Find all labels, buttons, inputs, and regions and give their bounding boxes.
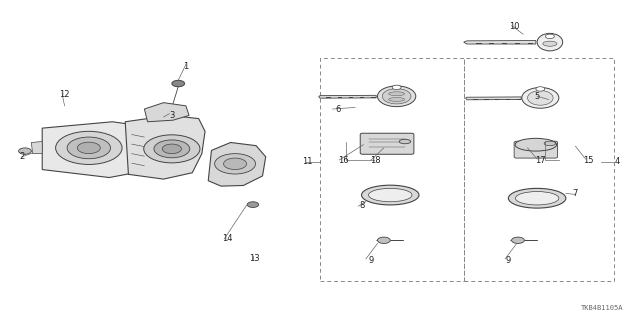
Bar	[502, 43, 507, 44]
Ellipse shape	[515, 192, 559, 205]
Text: 18: 18	[370, 156, 380, 164]
Ellipse shape	[369, 188, 412, 202]
Circle shape	[19, 148, 31, 154]
Text: 5: 5	[534, 92, 540, 101]
Text: 16: 16	[338, 156, 348, 164]
Bar	[320, 58, 464, 281]
Ellipse shape	[543, 41, 557, 46]
Circle shape	[172, 80, 184, 87]
Bar	[326, 97, 331, 98]
Polygon shape	[31, 141, 42, 154]
Bar	[489, 43, 494, 44]
Text: 15: 15	[583, 156, 593, 164]
Bar	[495, 99, 499, 100]
Polygon shape	[42, 122, 138, 178]
Text: 12: 12	[60, 90, 70, 99]
Ellipse shape	[508, 188, 566, 208]
Circle shape	[511, 237, 524, 244]
Circle shape	[144, 135, 200, 163]
Bar	[515, 43, 520, 44]
Ellipse shape	[522, 87, 559, 108]
Ellipse shape	[378, 86, 416, 107]
Bar	[464, 58, 614, 281]
Text: 6: 6	[335, 105, 340, 114]
Bar	[516, 99, 521, 100]
Circle shape	[77, 142, 100, 154]
Circle shape	[154, 140, 189, 158]
Bar	[473, 99, 477, 100]
Ellipse shape	[515, 138, 557, 151]
Ellipse shape	[544, 141, 556, 146]
Text: 14: 14	[222, 234, 233, 243]
Circle shape	[163, 144, 181, 154]
Text: 8: 8	[360, 201, 365, 210]
Bar	[506, 99, 510, 100]
Bar	[527, 43, 532, 44]
Text: 7: 7	[573, 189, 578, 198]
Ellipse shape	[537, 33, 563, 51]
Circle shape	[247, 202, 259, 207]
Circle shape	[67, 137, 111, 159]
Circle shape	[378, 237, 390, 244]
Polygon shape	[208, 142, 266, 186]
Ellipse shape	[388, 98, 404, 101]
Ellipse shape	[362, 185, 419, 205]
Text: TKB4B1105A: TKB4B1105A	[581, 305, 623, 311]
Ellipse shape	[382, 89, 411, 104]
Circle shape	[56, 131, 122, 164]
Text: 1: 1	[183, 61, 189, 70]
Bar	[371, 97, 376, 98]
FancyBboxPatch shape	[360, 133, 414, 154]
Polygon shape	[145, 103, 189, 122]
Text: 3: 3	[169, 111, 175, 120]
Text: 2: 2	[19, 152, 24, 161]
Polygon shape	[464, 41, 536, 44]
Polygon shape	[125, 116, 205, 179]
Circle shape	[545, 34, 554, 39]
Text: 13: 13	[250, 254, 260, 263]
Bar	[360, 97, 364, 98]
Bar	[337, 97, 342, 98]
Circle shape	[536, 87, 545, 91]
Ellipse shape	[399, 139, 411, 144]
Text: 17: 17	[535, 156, 546, 164]
Bar	[476, 43, 481, 44]
Text: 9: 9	[369, 256, 374, 265]
Text: 11: 11	[302, 157, 312, 166]
Polygon shape	[466, 97, 521, 100]
Text: 10: 10	[509, 22, 520, 31]
FancyBboxPatch shape	[514, 141, 557, 158]
Bar	[484, 99, 488, 100]
Text: 4: 4	[614, 157, 620, 166]
Circle shape	[223, 158, 246, 170]
Circle shape	[214, 154, 255, 174]
Bar	[349, 97, 353, 98]
Ellipse shape	[527, 91, 553, 105]
Polygon shape	[319, 95, 376, 98]
Circle shape	[392, 85, 401, 90]
Text: 9: 9	[506, 256, 511, 265]
Ellipse shape	[388, 92, 404, 96]
